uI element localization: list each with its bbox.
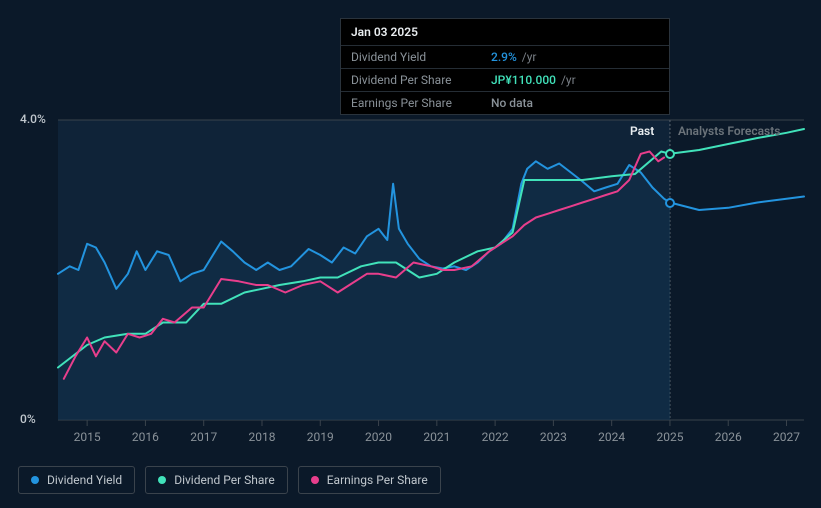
x-axis-label: 2015 [74,430,101,444]
tooltip-value: 2.9% /yr [491,50,536,64]
dividend-yield-area [58,161,670,420]
y-axis-label: 4.0% [20,112,46,126]
x-axis-label: 2018 [248,430,275,444]
legend-label: Earnings Per Share [327,473,428,487]
plot-svg [58,120,804,420]
label-past: Past [630,124,654,138]
legend-dot-icon [158,476,166,484]
legend-item[interactable]: Earnings Per Share [298,466,441,494]
x-axis-label: 2026 [715,430,742,444]
tooltip-key: Earnings Per Share [351,96,491,110]
x-axis-label: 2020 [365,430,392,444]
legend: Dividend Yield Dividend Per Share Earnings… [18,466,441,494]
legend-item[interactable]: Dividend Yield [18,466,135,494]
tooltip-date: Jan 03 2025 [341,25,669,45]
legend-item[interactable]: Dividend Per Share [145,466,288,494]
x-axis-label: 2025 [656,430,683,444]
chart-container: Past Analysts Forecasts 4.0% 0% 2015 2016 20… [0,0,821,508]
label-forecast: Analysts Forecasts [678,124,780,138]
x-axis-label: 2022 [482,430,509,444]
dividend-per-share-marker [665,149,675,159]
legend-dot-icon [31,476,39,484]
tooltip-value: JP¥110.000 /yr [491,73,576,87]
x-axis-label: 2021 [423,430,450,444]
legend-dot-icon [311,476,319,484]
x-axis-label: 2019 [307,430,334,444]
legend-label: Dividend Yield [47,473,122,487]
dividend-yield-marker [665,198,675,208]
y-axis-label: 0% [20,412,36,426]
plot-area[interactable]: Past Analysts Forecasts 4.0%0%2015201620… [58,120,804,420]
x-axis-label: 2023 [540,430,567,444]
tooltip: Jan 03 2025 Dividend Yield2.9% /yrDivide… [340,18,670,115]
tooltip-value: No data [491,96,533,110]
x-axis-label: 2017 [190,430,217,444]
x-axis-label: 2016 [132,430,159,444]
tooltip-row: Dividend Per ShareJP¥110.000 /yr [341,68,669,91]
tooltip-key: Dividend Yield [351,50,491,64]
x-axis-label: 2024 [598,430,625,444]
x-axis-label: 2027 [773,430,800,444]
tooltip-key: Dividend Per Share [351,73,491,87]
tooltip-row: Earnings Per ShareNo data [341,91,669,114]
tooltip-row: Dividend Yield2.9% /yr [341,45,669,68]
legend-label: Dividend Per Share [174,473,275,487]
